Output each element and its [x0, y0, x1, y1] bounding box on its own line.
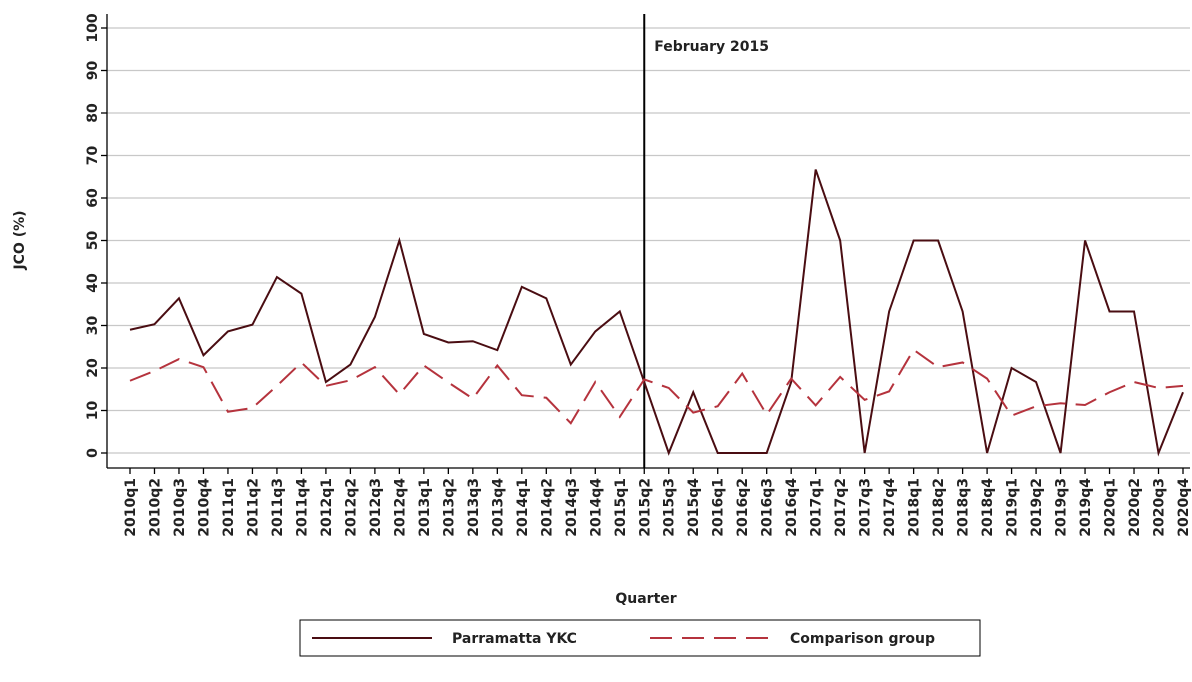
x-tick-label: 2017q3	[858, 478, 874, 537]
x-tick-label: 2018q3	[956, 478, 972, 537]
x-tick-label: 2017q4	[882, 478, 898, 537]
x-tick-label: 2017q1	[809, 478, 825, 537]
x-tick-label: 2011q2	[245, 478, 261, 537]
y-tick-label: 100	[85, 13, 101, 42]
legend-label: Comparison group	[790, 631, 935, 647]
x-tick-label: 2010q1	[123, 478, 139, 537]
x-tick-label: 2020q2	[1127, 478, 1143, 537]
x-tick-label: 2019q1	[1005, 478, 1021, 537]
x-tick-label: 2020q3	[1152, 478, 1168, 537]
y-tick-label: 20	[85, 358, 101, 378]
x-tick-label: 2019q2	[1029, 478, 1045, 537]
y-tick-label: 30	[85, 316, 101, 336]
x-tick-label: 2013q1	[417, 478, 433, 537]
x-tick-label: 2017q2	[833, 478, 849, 537]
y-tick-label: 40	[85, 273, 101, 293]
x-tick-label: 2011q3	[270, 478, 286, 537]
x-tick-label: 2014q4	[588, 478, 604, 537]
x-tick-label: 2019q3	[1054, 478, 1070, 537]
x-tick-label: 2016q2	[735, 478, 751, 537]
x-tick-label: 2013q4	[490, 478, 506, 537]
y-tick-label: 80	[85, 103, 101, 123]
x-tick-label: 2012q1	[319, 478, 335, 537]
y-tick-label: 70	[85, 146, 101, 166]
x-tick-label: 2016q4	[784, 478, 800, 537]
x-tick-label: 2011q4	[294, 478, 310, 537]
series-line	[129, 169, 1184, 457]
x-tick-label: 2016q3	[760, 478, 776, 537]
x-tick-label: 2018q2	[931, 478, 947, 537]
legend-label: Parramatta YKC	[452, 631, 577, 647]
x-tick-label: 2010q3	[172, 478, 188, 537]
y-tick-label: 60	[85, 188, 101, 208]
x-tick-label: 2019q4	[1078, 478, 1094, 537]
y-axis-title: JCO (%)	[12, 210, 28, 270]
x-tick-label: 2018q1	[907, 478, 923, 537]
x-tick-label: 2014q3	[564, 478, 580, 537]
y-tick-label: 50	[85, 231, 101, 251]
x-tick-label: 2012q2	[343, 478, 359, 537]
x-tick-label: 2014q1	[515, 478, 531, 537]
series-line	[129, 348, 1184, 425]
x-tick-label: 2012q3	[368, 478, 384, 537]
y-tick-label: 10	[85, 401, 101, 421]
x-tick-label: 2020q1	[1103, 478, 1119, 537]
x-tick-label: 2011q1	[221, 478, 237, 537]
x-tick-label: 2012q4	[392, 478, 408, 537]
y-tick-label: 90	[85, 61, 101, 81]
x-tick-label: 2015q4	[686, 478, 702, 537]
x-tick-label: 2020q4	[1176, 478, 1192, 537]
annotation: February 2015	[654, 39, 769, 55]
x-tick-label: 2013q3	[466, 478, 482, 537]
x-tick-label: 2016q1	[711, 478, 727, 537]
x-tick-label: 2010q4	[196, 478, 212, 537]
x-tick-label: 2014q2	[539, 478, 555, 537]
x-axis-title: Quarter	[615, 591, 676, 607]
x-tick-label: 2015q1	[613, 478, 629, 537]
x-tick-label: 2010q2	[147, 478, 163, 537]
x-tick-label: 2015q3	[662, 478, 678, 537]
x-tick-label: 2018q4	[980, 478, 996, 537]
y-tick-label: 0	[85, 448, 101, 458]
x-tick-label: 2013q2	[441, 478, 457, 537]
x-tick-label: 2015q2	[637, 478, 653, 537]
